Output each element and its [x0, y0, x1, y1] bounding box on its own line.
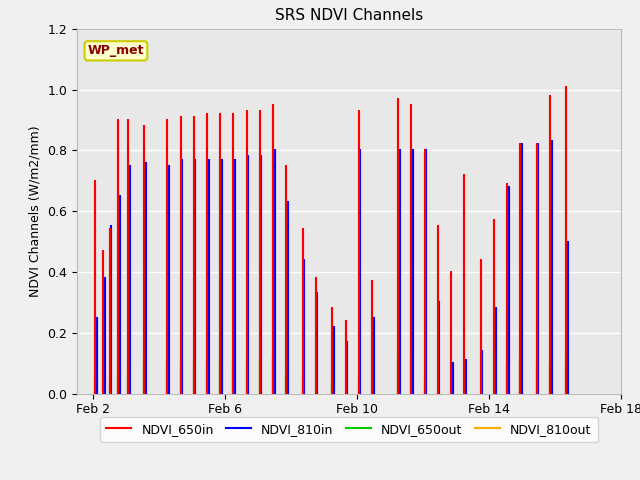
Y-axis label: NDVI Channels (W/m2/mm): NDVI Channels (W/m2/mm)	[29, 125, 42, 297]
Text: WP_met: WP_met	[88, 44, 144, 57]
Title: SRS NDVI Channels: SRS NDVI Channels	[275, 9, 423, 24]
Legend: NDVI_650in, NDVI_810in, NDVI_650out, NDVI_810out: NDVI_650in, NDVI_810in, NDVI_650out, NDV…	[100, 417, 598, 442]
